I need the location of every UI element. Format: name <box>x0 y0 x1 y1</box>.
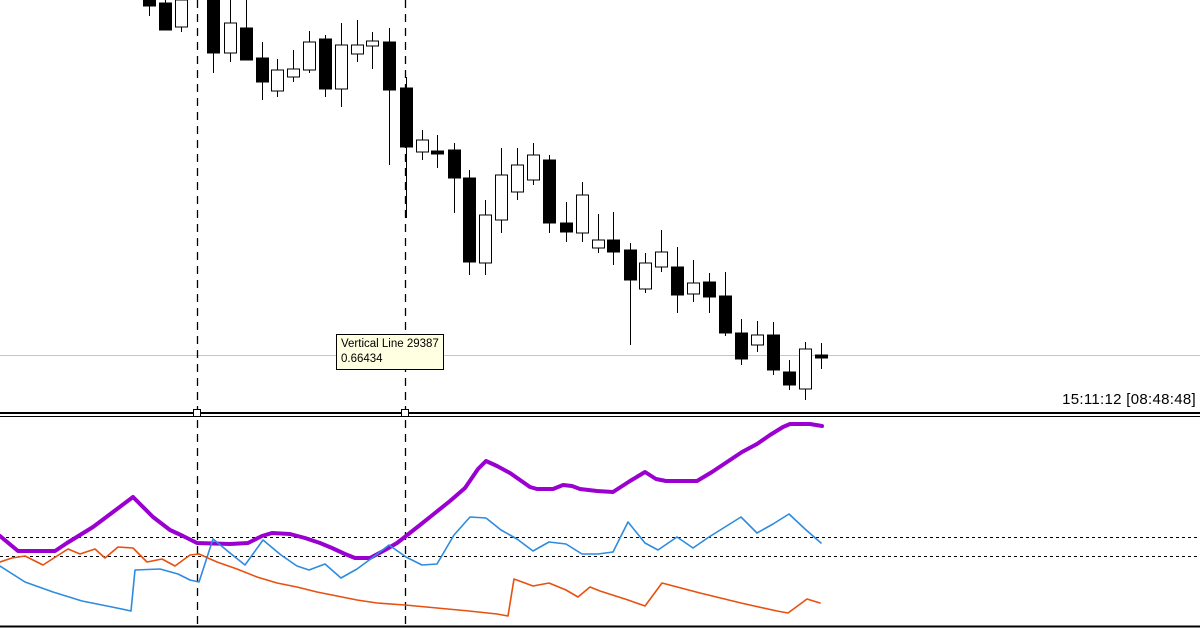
candle-body-bear <box>207 0 220 54</box>
candle-body-bear <box>671 266 684 296</box>
candle-countdown-clock: 15:11:12 [08:48:48] <box>1062 391 1196 408</box>
candle-body-bear <box>448 149 461 179</box>
object-tooltip: Vertical Line 29387 0.66434 <box>336 334 444 370</box>
candle-body-bull <box>271 69 284 92</box>
candle-body-bull <box>799 348 812 390</box>
candle-body-bear <box>543 159 556 224</box>
candle-body-bull <box>655 251 668 268</box>
candle-body-bull <box>416 139 429 153</box>
candle-body-bull <box>639 262 652 290</box>
candle-body-bear <box>624 249 637 281</box>
candle-body-bear <box>735 332 748 360</box>
candle-body-bull <box>366 40 379 47</box>
candle-body-bear <box>703 281 716 298</box>
candle-body-bull <box>527 154 540 181</box>
candle-body-bull <box>351 44 364 55</box>
indicator-series-blue <box>0 513 822 612</box>
candle-body-bear <box>400 87 413 148</box>
candle-body-bull <box>175 0 188 28</box>
candle-body-bull <box>592 239 605 249</box>
candle-body-bear <box>607 239 620 253</box>
candle-body-bear <box>143 0 156 7</box>
selection-handle[interactable] <box>400 408 410 418</box>
candle-body-bear <box>767 334 780 371</box>
tooltip-price-value: 0.66434 <box>341 353 383 365</box>
indicator-series-purple <box>0 422 824 560</box>
candle-body-bear <box>719 295 732 334</box>
tooltip-object-name: Vertical Line 29387 <box>341 338 439 350</box>
candle-body-bear <box>383 41 396 91</box>
candle-body-bear <box>319 38 332 90</box>
candle-body-bull <box>495 174 508 221</box>
candle-body-bear <box>256 57 269 83</box>
candle-body-bull <box>224 22 237 54</box>
selection-handle[interactable] <box>192 408 202 418</box>
candle-body-doji <box>815 354 828 359</box>
candle-body-bull <box>287 68 300 78</box>
candle-body-doji <box>431 150 444 155</box>
candle-body-bear <box>560 222 573 233</box>
candle-body-bear <box>159 2 172 31</box>
indicator-series-orange <box>0 546 821 617</box>
candle-body-bear <box>463 177 476 263</box>
candle-body-bull <box>335 44 348 90</box>
candle-body-bull <box>511 164 524 193</box>
candle-body-bull <box>687 282 700 295</box>
candle-body-bull <box>479 214 492 264</box>
candle-body-bear <box>783 371 796 386</box>
candle-body-bull <box>303 41 316 71</box>
candle-body-bear <box>240 27 253 61</box>
candle-body-bull <box>576 194 589 234</box>
candle-body-bull <box>751 334 764 346</box>
